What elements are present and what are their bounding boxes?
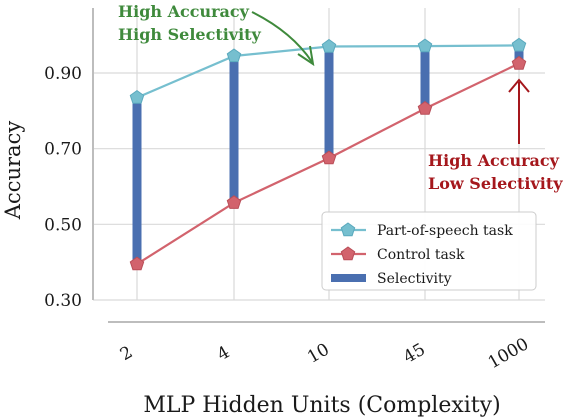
legend-box [321,211,537,291]
pos-task-point [321,38,337,53]
pos-task-point [226,48,242,63]
selectivity-bar [324,46,334,159]
control-task-point [511,55,527,70]
annotation-arrowhead-green [297,45,315,67]
x-tick-label: 2 [117,342,136,365]
pos-task-point [417,38,433,53]
control-task-point [321,150,337,165]
y-tick-label: 0.70 [44,140,82,160]
selectivity-bar [229,55,239,203]
control-task-point [417,100,433,115]
x-tick-label: 45 [400,340,429,368]
legend-item-control-task: Control task [377,247,465,263]
x-tick-label: 4 [214,342,233,365]
pos-task-point [511,37,527,52]
y-tick-label: 0.30 [44,291,82,311]
legend-item-selectivity: Selectivity [377,271,452,287]
x-tick-label: 1000 [485,334,532,373]
selectivity-bar [420,46,430,109]
selectivity-bar [132,97,142,265]
annotation-low-selectivity-line1: High Accuracy [428,151,560,170]
control-task-point [129,256,145,271]
x-tick-label: 10 [304,340,333,368]
control-task-point [226,195,242,209]
y-axis-label: Accuracy [1,121,25,221]
axes [92,8,545,323]
annotation-low-selectivity-line2: Low Selectivity [428,174,563,193]
legend-marker-swatch [340,222,356,237]
selectivity-bar [514,45,524,64]
series-markers [129,37,527,271]
annotation-high-selectivity-line2: High Selectivity [118,25,262,44]
annotation-arrowhead-red [508,78,530,93]
annotation-high-selectivity: High Accuracy High Selectivity [118,2,315,67]
annotation-high-selectivity-line1: High Accuracy [118,2,250,21]
legend: Part-of-speech task Control task Selectivi… [321,211,537,291]
annotation-low-selectivity: High Accuracy Low Selectivity [428,78,563,193]
legend-item-pos-task: Part-of-speech task [377,223,513,239]
x-axis-label: MLP Hidden Units (Complexity) [143,393,500,418]
selectivity-bars [132,45,524,265]
legend-marker-swatch [340,246,356,261]
y-tick-label: 0.90 [44,64,82,84]
pos-task-point [129,89,145,104]
annotation-arrow-green [251,11,313,63]
legend-bar-swatch [331,274,366,282]
y-tick-label: 0.50 [44,215,82,235]
